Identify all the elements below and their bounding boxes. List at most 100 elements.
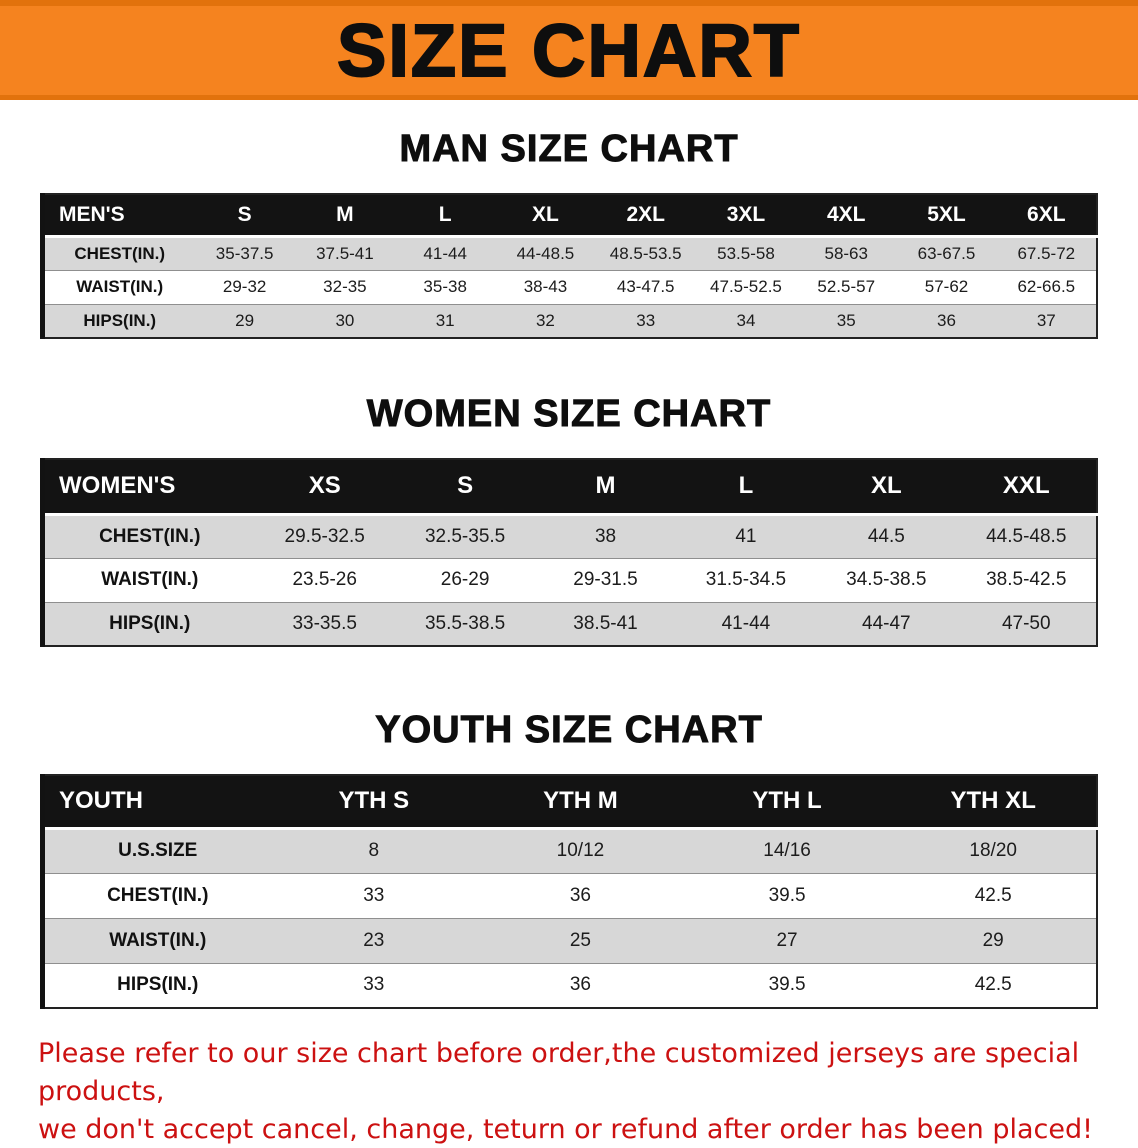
youth-section-heading: YOUTH SIZE CHART: [375, 709, 763, 752]
table-header-row: YOUTH YTH S YTH M YTH L YTH XL: [42, 775, 1097, 830]
size-value-cell: 18/20: [890, 827, 1097, 873]
size-value-cell: 38.5-41: [535, 601, 676, 646]
men-section-heading: MAN SIZE CHART: [399, 128, 739, 171]
row-label: WAIST(IN.): [42, 917, 271, 963]
size-column-header: M: [294, 194, 396, 238]
size-value-cell: 44.5: [816, 513, 957, 558]
size-column-header: 4XL: [796, 194, 897, 238]
size-value-cell: 8: [270, 827, 478, 873]
size-value-cell: 14/16: [683, 827, 891, 873]
size-column-header: XS: [254, 459, 395, 516]
size-value-cell: 41-44: [395, 235, 496, 270]
size-column-header: S: [394, 459, 536, 516]
section-youth: YOUTH SIZE CHART YOUTH YTH S YTH M YTH L YTH…: [0, 709, 1138, 1009]
size-value-cell: 58-63: [796, 235, 897, 270]
size-value-cell: 63-67.5: [896, 235, 997, 270]
table-corner-label: MEN'S: [42, 194, 195, 238]
table-row: CHEST(IN.) 33 36 39.5 42.5: [42, 872, 1097, 918]
table-row: HIPS(IN.) 33 36 39.5 42.5: [42, 962, 1097, 1008]
disclaimer-line-2: we don't accept cancel, change, teturn o…: [38, 1113, 1093, 1145]
size-value-cell: 44-48.5: [495, 235, 596, 270]
size-value-cell: 38-43: [495, 269, 596, 304]
size-value-cell: 27: [683, 917, 891, 963]
size-value-cell: 33: [270, 872, 478, 918]
size-column-header: YTH XL: [890, 775, 1097, 830]
size-value-cell: 36: [477, 962, 684, 1008]
size-value-cell: 10/12: [477, 827, 684, 873]
table-row: HIPS(IN.) 33-35.5 35.5-38.5 38.5-41 41-44 44-…: [42, 601, 1097, 646]
table-header-row: MEN'S S M L XL 2XL 3XL 4XL 5XL 6XL: [42, 194, 1097, 238]
size-value-cell: 67.5-72: [996, 235, 1097, 270]
row-label: HIPS(IN.): [42, 962, 271, 1008]
size-value-cell: 32: [495, 303, 596, 338]
size-value-cell: 44-47: [816, 601, 957, 646]
size-value-cell: 36: [477, 872, 684, 918]
size-value-cell: 33: [595, 303, 696, 338]
size-column-header: XL: [495, 194, 596, 238]
size-value-cell: 26-29: [394, 557, 536, 602]
size-value-cell: 31.5-34.5: [675, 557, 817, 602]
size-value-cell: 23.5-26: [254, 557, 395, 602]
size-value-cell: 44.5-48.5: [956, 513, 1097, 558]
women-size-table: WOMEN'S XS S M L XL XXL CHEST(IN.) 29.5-32.5 32.5…: [40, 458, 1098, 647]
size-column-header: 3XL: [695, 194, 797, 238]
row-label: U.S.SIZE: [42, 827, 271, 873]
size-column-header: M: [535, 459, 676, 516]
size-value-cell: 33-35.5: [254, 601, 395, 646]
size-value-cell: 37: [996, 303, 1097, 338]
size-column-header: S: [194, 194, 295, 238]
size-value-cell: 62-66.5: [996, 269, 1097, 304]
row-label: CHEST(IN.): [42, 872, 271, 918]
size-column-header: 6XL: [996, 194, 1097, 238]
table-row: WAIST(IN.) 29-32 32-35 35-38 38-43 43-47.5 47.…: [42, 269, 1097, 304]
size-value-cell: 33: [270, 962, 478, 1008]
size-value-cell: 23: [270, 917, 478, 963]
size-value-cell: 38: [535, 513, 676, 558]
size-column-header: 2XL: [595, 194, 696, 238]
size-column-header: 5XL: [896, 194, 997, 238]
size-value-cell: 41-44: [675, 601, 817, 646]
size-column-header: YTH S: [270, 775, 478, 830]
size-value-cell: 57-62: [896, 269, 997, 304]
size-value-cell: 34.5-38.5: [816, 557, 957, 602]
size-value-cell: 35: [796, 303, 897, 338]
size-column-header: YTH M: [477, 775, 684, 830]
table-row: WAIST(IN.) 23.5-26 26-29 29-31.5 31.5-34.5 34…: [42, 557, 1097, 602]
size-column-header: XXL: [956, 459, 1097, 516]
row-label: CHEST(IN.): [42, 513, 255, 558]
size-value-cell: 29-32: [194, 269, 295, 304]
size-value-cell: 37.5-41: [294, 235, 396, 270]
size-column-header: L: [395, 194, 496, 238]
women-section-heading: WOMEN SIZE CHART: [366, 393, 772, 436]
table-row: CHEST(IN.) 29.5-32.5 32.5-35.5 38 41 44.5 44.5…: [42, 513, 1097, 558]
size-value-cell: 29-31.5: [535, 557, 676, 602]
size-value-cell: 29.5-32.5: [254, 513, 395, 558]
size-column-header: L: [675, 459, 817, 516]
size-value-cell: 39.5: [683, 872, 891, 918]
size-value-cell: 25: [477, 917, 684, 963]
size-value-cell: 32.5-35.5: [394, 513, 536, 558]
row-label: HIPS(IN.): [42, 303, 195, 338]
section-women: WOMEN SIZE CHART WOMEN'S XS S M L XL XXL CHEST(…: [0, 393, 1138, 647]
row-label: WAIST(IN.): [42, 269, 195, 304]
table-row: HIPS(IN.) 29 30 31 32 33 34 35 36 37: [42, 303, 1097, 338]
section-men: MAN SIZE CHART MEN'S S M L XL 2XL 3XL 4XL 5XL 6XL…: [0, 128, 1138, 339]
size-value-cell: 29: [890, 917, 1097, 963]
size-value-cell: 47-50: [956, 601, 1097, 646]
size-value-cell: 30: [294, 303, 396, 338]
size-value-cell: 41: [675, 513, 817, 558]
youth-size-table: YOUTH YTH S YTH M YTH L YTH XL U.S.SIZE 8 10/12…: [40, 774, 1098, 1009]
size-column-header: YTH L: [683, 775, 891, 830]
table-row: CHEST(IN.) 35-37.5 37.5-41 41-44 44-48.5 48.5…: [42, 235, 1097, 270]
row-label: CHEST(IN.): [42, 235, 195, 270]
disclaimer-line-1: Please refer to our size chart before or…: [38, 1038, 1080, 1107]
men-size-table: MEN'S S M L XL 2XL 3XL 4XL 5XL 6XL CHEST(IN.) 35-37…: [40, 193, 1098, 339]
size-value-cell: 31: [395, 303, 496, 338]
size-value-cell: 42.5: [890, 872, 1097, 918]
table-row: WAIST(IN.) 23 25 27 29: [42, 917, 1097, 963]
table-corner-label: WOMEN'S: [42, 459, 255, 516]
banner: SIZE CHART: [0, 0, 1138, 100]
size-value-cell: 47.5-52.5: [695, 269, 797, 304]
size-value-cell: 36: [896, 303, 997, 338]
